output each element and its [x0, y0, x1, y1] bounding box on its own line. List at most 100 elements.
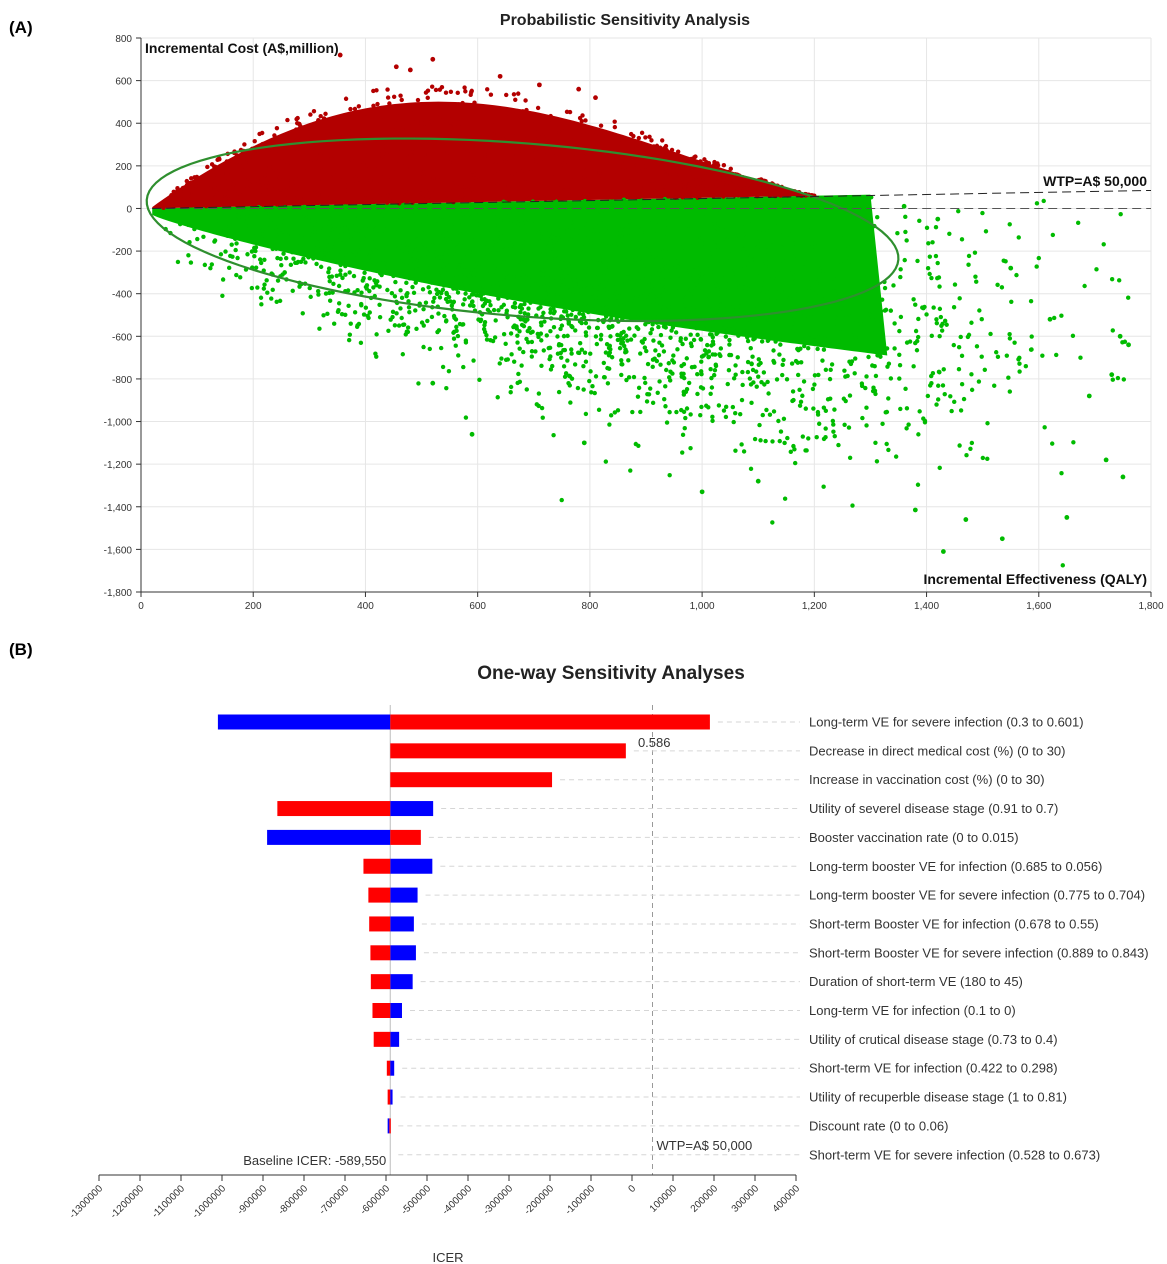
psa-point-green — [744, 245, 750, 250]
psa-point-green — [759, 339, 765, 344]
psa-point-green — [258, 295, 264, 300]
psa-point-red — [359, 177, 364, 183]
psa-point-red — [272, 133, 277, 138]
psa-point-red — [687, 190, 692, 196]
psa-point-green — [623, 233, 628, 238]
psa-point-green — [681, 371, 686, 377]
psa-point-green — [491, 307, 497, 313]
psa-point-red — [576, 122, 582, 128]
psa-point-green — [502, 278, 507, 284]
psa-point-red — [383, 159, 388, 165]
psa-point-red — [477, 194, 482, 200]
psa-point-green — [336, 246, 342, 252]
psa-point-green — [937, 284, 942, 289]
psa-point-green — [505, 242, 510, 248]
psa-point-green — [329, 274, 335, 279]
psa-point-green — [335, 213, 340, 218]
psa-point-green — [650, 291, 655, 297]
psa-point-red — [634, 163, 640, 168]
psa-point-red — [463, 183, 468, 189]
psa-point-green — [559, 497, 564, 503]
psa-point-green — [454, 324, 459, 330]
psa-point-green — [564, 299, 570, 304]
psa-point-green — [663, 404, 668, 409]
owsa-param-label: Long-term booster VE for severe infectio… — [809, 888, 1145, 903]
psa-point-green — [966, 262, 971, 267]
psa-point-red — [585, 133, 591, 139]
psa-point-green — [555, 292, 560, 297]
psa-point-red — [486, 152, 491, 157]
psa-point-red — [468, 147, 473, 153]
psa-point-red — [649, 185, 655, 190]
psa-point-red — [209, 162, 215, 167]
psa-point-red — [180, 185, 186, 191]
psa-point-green — [842, 230, 847, 235]
psa-point-green — [471, 303, 476, 309]
psa-point-green — [780, 332, 785, 338]
psa-point-green — [569, 351, 574, 356]
psa-point-red — [535, 127, 541, 132]
psa-point-green — [706, 405, 711, 410]
psa-point-green — [325, 252, 331, 257]
psa-point-green — [655, 293, 661, 298]
psa-point-green — [741, 328, 746, 334]
psa-point-green — [541, 348, 546, 353]
psa-point-green — [775, 299, 780, 304]
psa-point-red — [274, 202, 280, 207]
psa-point-red — [582, 174, 587, 179]
psa-point-green — [994, 350, 999, 355]
psa-point-green — [864, 423, 869, 428]
psa-x-tick-label: 600 — [469, 601, 486, 612]
psa-point-green — [872, 364, 877, 369]
psa-point-green — [339, 231, 344, 236]
psa-point-green — [1014, 272, 1019, 278]
psa-point-green — [347, 332, 353, 337]
psa-point-red — [327, 175, 333, 180]
psa-point-red — [328, 199, 333, 204]
psa-point-green — [790, 389, 796, 394]
psa-point-green — [768, 332, 774, 338]
psa-point-green — [584, 249, 590, 254]
psa-point-green — [927, 271, 932, 277]
psa-point-green — [903, 229, 908, 235]
psa-point-green — [204, 225, 210, 230]
psa-point-red — [579, 118, 584, 124]
psa-point-green — [948, 394, 953, 399]
psa-point-green — [515, 380, 520, 386]
psa-point-green — [775, 223, 781, 228]
psa-point-red — [551, 195, 557, 201]
psa-point-green — [666, 304, 671, 310]
psa-point-green — [479, 287, 484, 292]
psa-point-red — [387, 101, 392, 106]
psa-point-red — [691, 174, 697, 179]
psa-point-green — [425, 318, 430, 324]
psa-point-green — [690, 305, 695, 311]
psa-point-red — [572, 137, 577, 142]
psa-point-green — [233, 247, 238, 253]
psa-point-green — [620, 224, 625, 229]
psa-point-red — [267, 165, 273, 170]
psa-point-green — [957, 296, 962, 301]
psa-point-green — [581, 264, 587, 270]
psa-outlier-point — [337, 52, 343, 58]
psa-point-green — [777, 352, 782, 357]
psa-point-green — [317, 236, 322, 242]
psa-point-red — [225, 178, 230, 184]
psa-point-green — [297, 284, 302, 289]
panel-label-a: (A) — [9, 18, 33, 37]
psa-point-green — [351, 257, 356, 263]
psa-point-green — [877, 331, 882, 336]
psa-point-green — [361, 312, 367, 317]
psa-point-green — [888, 308, 894, 313]
psa-point-green — [733, 268, 738, 274]
psa-point-green — [385, 226, 390, 231]
psa-point-red — [274, 148, 280, 153]
psa-point-green — [585, 290, 591, 296]
psa-point-green — [873, 373, 879, 379]
psa-point-red — [578, 175, 583, 180]
psa-point-green — [793, 253, 798, 258]
psa-point-green — [440, 364, 446, 370]
psa-point-green — [524, 336, 529, 342]
psa-point-green — [513, 289, 519, 294]
psa-point-green — [455, 290, 461, 295]
